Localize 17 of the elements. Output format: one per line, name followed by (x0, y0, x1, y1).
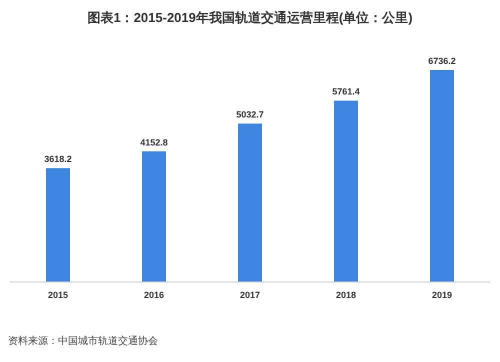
x-tick-label: 2016 (144, 290, 164, 300)
data-label: 6736.2 (428, 56, 456, 66)
bar (142, 151, 166, 282)
text: 资料来源：中国城市轨道交通协会 (8, 335, 158, 347)
x-tick-label: 2015 (48, 290, 68, 300)
bar (334, 100, 358, 282)
bar (238, 124, 262, 282)
x-tick-label: 2017 (240, 290, 260, 300)
data-label: 5761.4 (332, 86, 360, 97)
x-tick-label: 2018 (336, 290, 356, 300)
bar (430, 70, 454, 282)
data-label: 4152.8 (140, 137, 168, 148)
data-label: 3618.2 (44, 154, 72, 164)
x-tick-label: 2019 (432, 290, 452, 300)
data-label: 5032.7 (236, 110, 264, 120)
chart-title: 图表1：2015-2019年我国轨道交通运营里程(单位：公里) (87, 10, 413, 25)
bar (46, 168, 70, 282)
